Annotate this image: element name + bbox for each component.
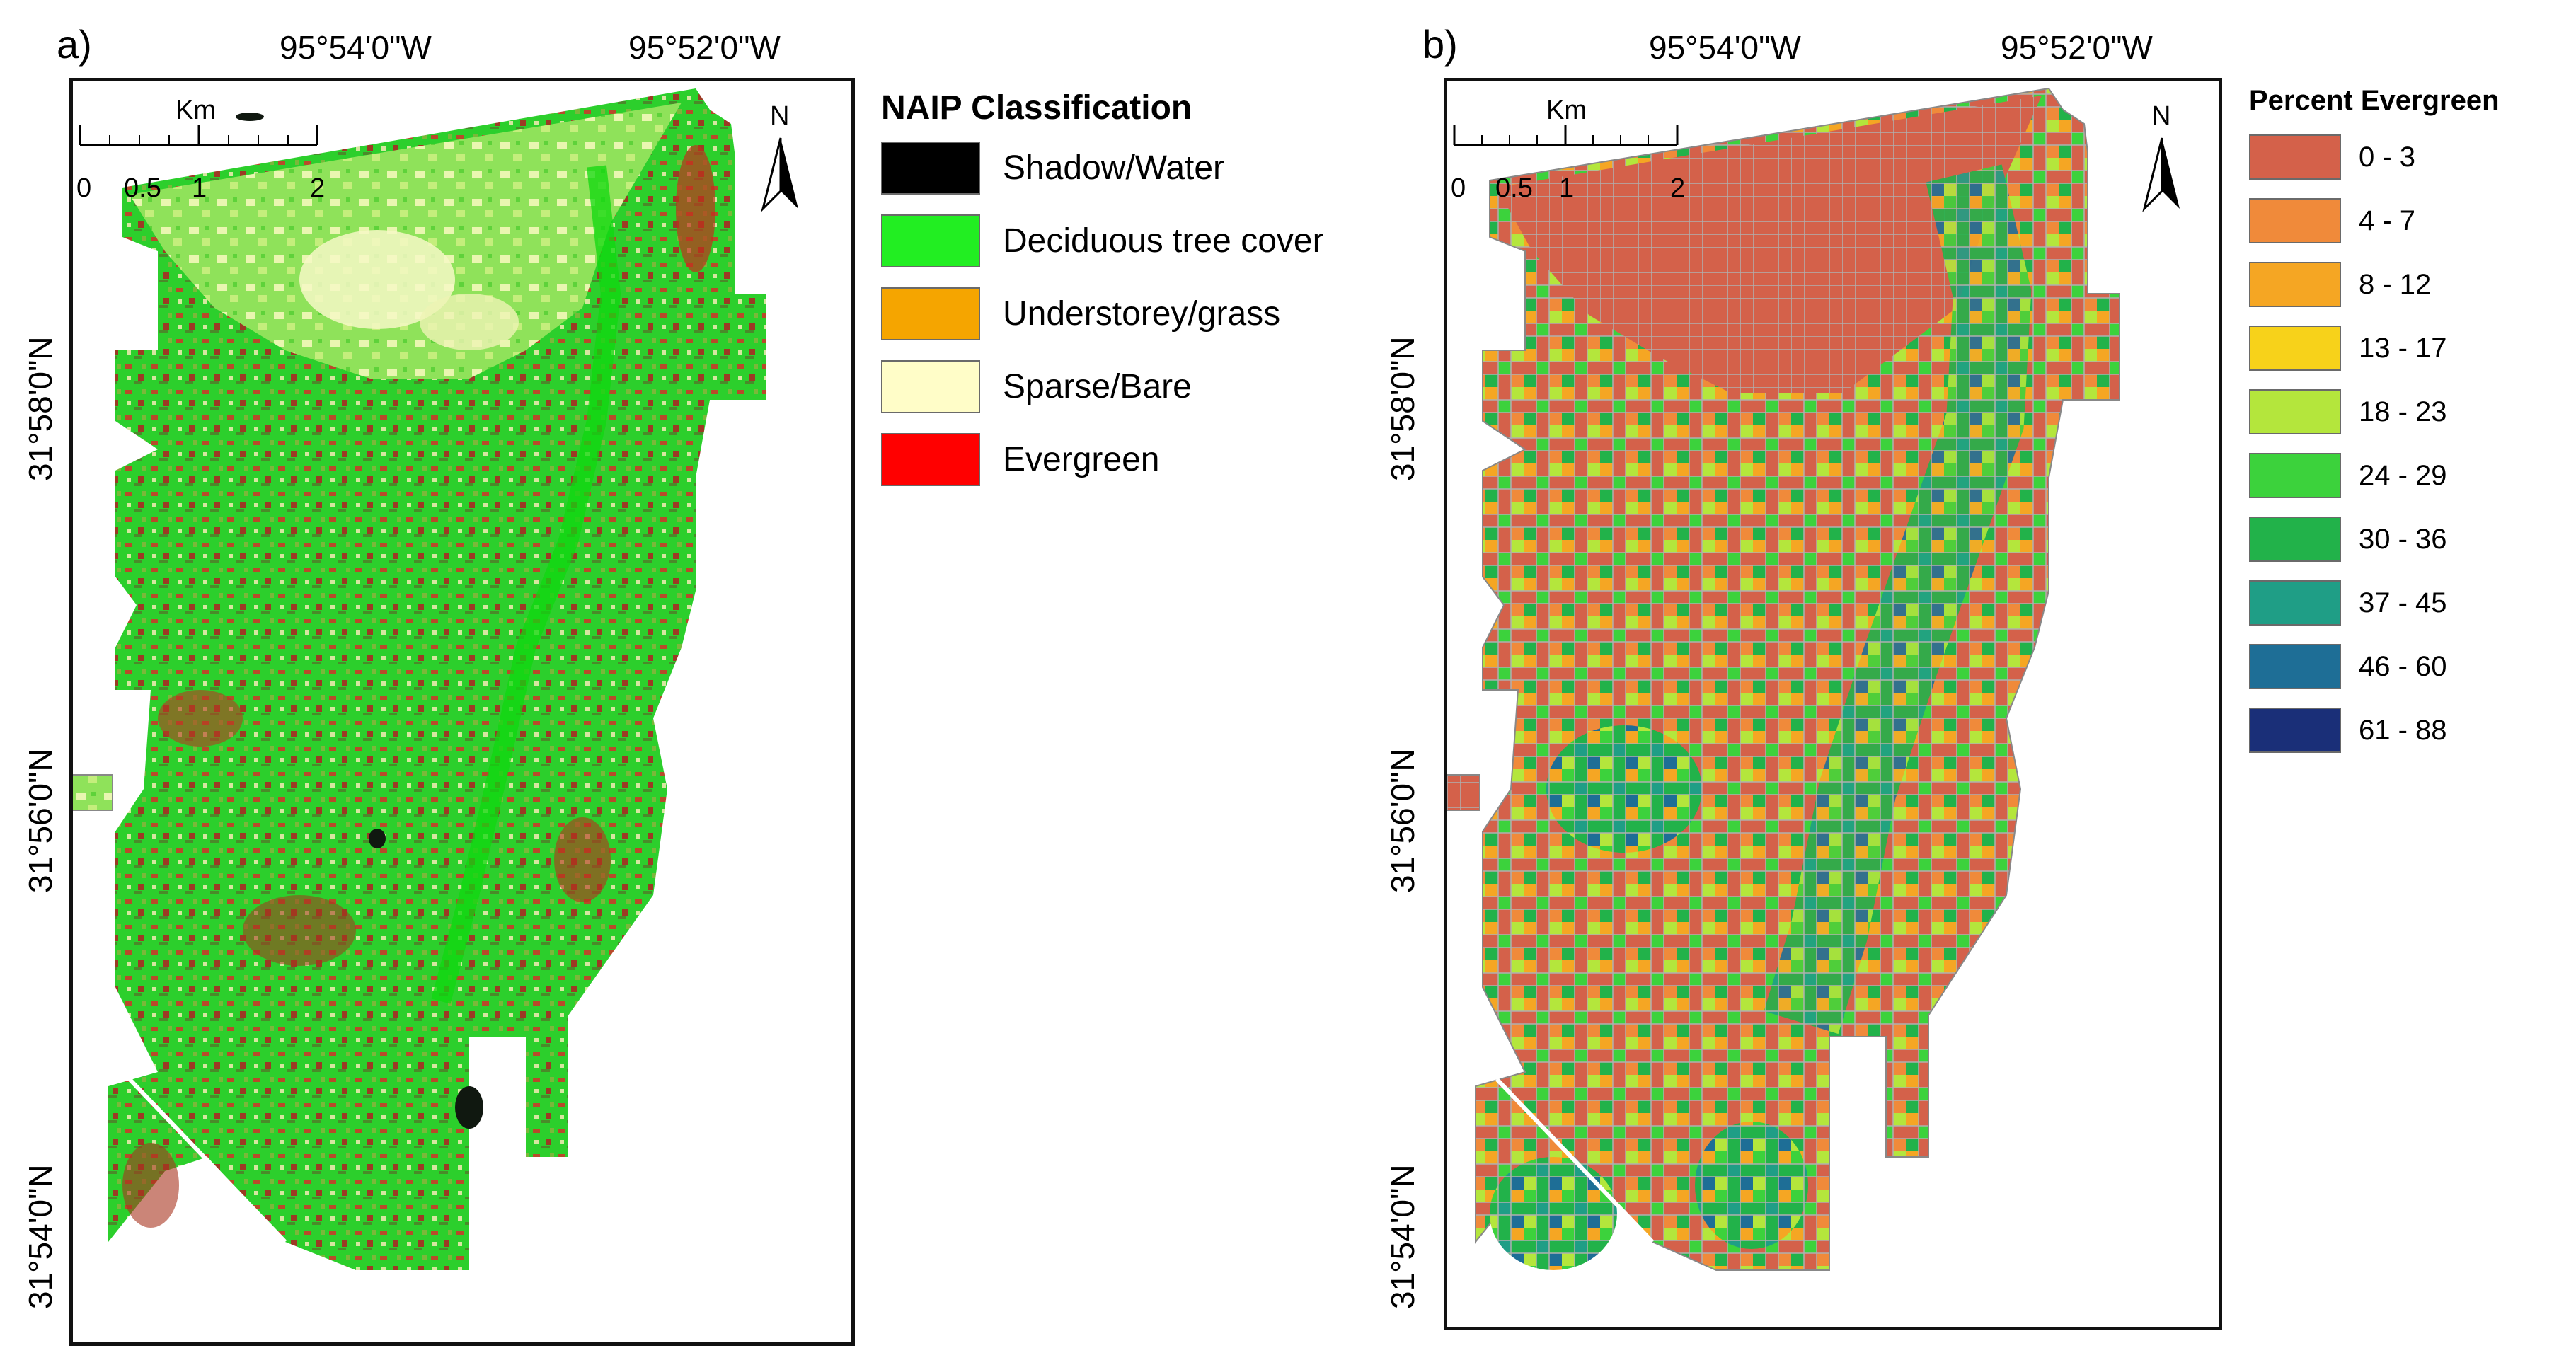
panel-b-lat-label-1: 31°58'0"N [1384, 336, 1421, 481]
north-arrow-b [2142, 137, 2180, 212]
bare-patch-2 [420, 294, 519, 350]
evergreen-patch-2 [158, 690, 243, 747]
road-line [127, 1077, 287, 1244]
north-label-b: N [2151, 101, 2171, 131]
legend-b-label-24-29: 24 - 29 [2359, 460, 2447, 491]
legend-b-swatch-0-3 [2249, 134, 2341, 180]
legend-a-swatch-shadow-water [881, 142, 980, 195]
detached-parcel-b [1447, 774, 1480, 811]
scale-tick-a-2: 1 [192, 173, 207, 203]
panel-a-lon-label-2: 95°52'0"W [628, 29, 781, 66]
scale-tick-b-1: 0.5 [1495, 173, 1533, 203]
panel-a-lat-label-1: 31°58'0"N [22, 336, 59, 481]
legend-b-title: Percent Evergreen [2249, 85, 2500, 116]
high-evergreen-patch-3 [1695, 1122, 1808, 1249]
detached-parcel [73, 774, 113, 811]
scale-unit-b: Km [1546, 96, 1587, 125]
scale-tick-b-3: 2 [1670, 173, 1686, 203]
legend-a-label-shadow-water: Shadow/Water [1003, 149, 1225, 187]
evergreen-patch-3 [243, 895, 356, 966]
legend-b-label-18-23: 18 - 23 [2359, 396, 2447, 427]
panel-b-map-frame: Km 0 0.5 1 2 N [1444, 78, 2222, 1330]
panel-a-label: a) [57, 22, 92, 67]
scale-tick-b-0: 0 [1451, 173, 1466, 203]
legend-b-label-8-12: 8 - 12 [2359, 269, 2432, 300]
scale-unit-a: Km [176, 96, 216, 125]
low-evergreen-zone [1497, 96, 2042, 393]
panel-b-lat-label-3: 31°54'0"N [1384, 1164, 1421, 1309]
water-spot-2 [369, 829, 386, 848]
scale-bar-b [1453, 125, 1679, 146]
legend-a-label-sparse: Sparse/Bare [1003, 368, 1192, 405]
naip-classification-map [73, 88, 798, 1270]
scale-tick-a-3: 2 [310, 173, 326, 203]
scale-tick-a-0: 0 [76, 173, 92, 203]
percent-evergreen-map [1447, 87, 2180, 1271]
legend-b-label-4-7: 4 - 7 [2359, 205, 2416, 236]
legend-a-swatch-sparse [881, 360, 980, 413]
high-evergreen-corridor [1764, 164, 2032, 1035]
panel-a-lat-label-3: 31°54'0"N [22, 1164, 59, 1309]
panel-b-lat-label-2: 31°56'0"N [1384, 748, 1421, 893]
legend-b-label-13-17: 13 - 17 [2359, 333, 2447, 364]
green-corridor [431, 165, 621, 1004]
legend-b-swatch-37-45 [2249, 580, 2341, 626]
bare-patch-1 [299, 230, 455, 329]
panel-a-lon-label-1: 95°54'0"W [280, 29, 432, 66]
legend-b-swatch-13-17 [2249, 326, 2341, 371]
scale-tick-b-2: 1 [1559, 173, 1575, 203]
high-evergreen-patch-2 [1490, 1157, 1617, 1270]
panel-b-lon-label-1: 95°54'0"W [1649, 29, 1801, 66]
scale-tick-a-1: 0.5 [124, 173, 161, 203]
evergreen-patch-5 [122, 1143, 179, 1228]
north-label-a: N [770, 101, 790, 131]
legend-a-label-understorey: Understorey/grass [1003, 295, 1281, 333]
legend-b-swatch-61-88 [2249, 708, 2341, 753]
high-evergreen-patch-1 [1546, 725, 1702, 853]
legend-b-swatch-4-7 [2249, 198, 2341, 243]
water-spot-3 [236, 113, 264, 121]
legend-a-swatch-understorey [881, 287, 980, 340]
panel-b-label: b) [1422, 22, 1458, 67]
panel-a-lat-label-2: 31°56'0"N [22, 748, 59, 893]
legend-a-label-evergreen: Evergreen [1003, 441, 1160, 478]
legend-b-label-0-3: 0 - 3 [2359, 142, 2416, 173]
legend-a-label-deciduous: Deciduous tree cover [1003, 222, 1324, 260]
legend-b-label-61-88: 61 - 88 [2359, 715, 2447, 746]
north-arrow-a [761, 137, 798, 212]
panel-b-lon-label-2: 95°52'0"W [2001, 29, 2153, 66]
evergreen-patch-1 [676, 145, 715, 272]
legend-a-swatch-evergreen [881, 433, 980, 486]
legend-b-swatch-46-60 [2249, 644, 2341, 689]
legend-b-swatch-24-29 [2249, 453, 2341, 498]
legend-b-label-30-36: 30 - 36 [2359, 524, 2447, 555]
legend-b-label-37-45: 37 - 45 [2359, 587, 2447, 618]
legend-b-swatch-18-23 [2249, 389, 2341, 434]
legend-b-swatch-8-12 [2249, 262, 2341, 307]
panel-a-map-frame: Km 0 0.5 1 2 N [69, 78, 855, 1346]
water-spot-1 [455, 1086, 483, 1129]
road-line-b [1495, 1077, 1655, 1244]
legend-b-swatch-30-36 [2249, 517, 2341, 562]
scale-bar-a [79, 125, 318, 146]
legend-b-label-46-60: 46 - 60 [2359, 651, 2447, 682]
evergreen-patch-4 [554, 817, 611, 902]
legend-a-swatch-deciduous [881, 214, 980, 267]
legend-a-title: NAIP Classification [881, 89, 1192, 127]
